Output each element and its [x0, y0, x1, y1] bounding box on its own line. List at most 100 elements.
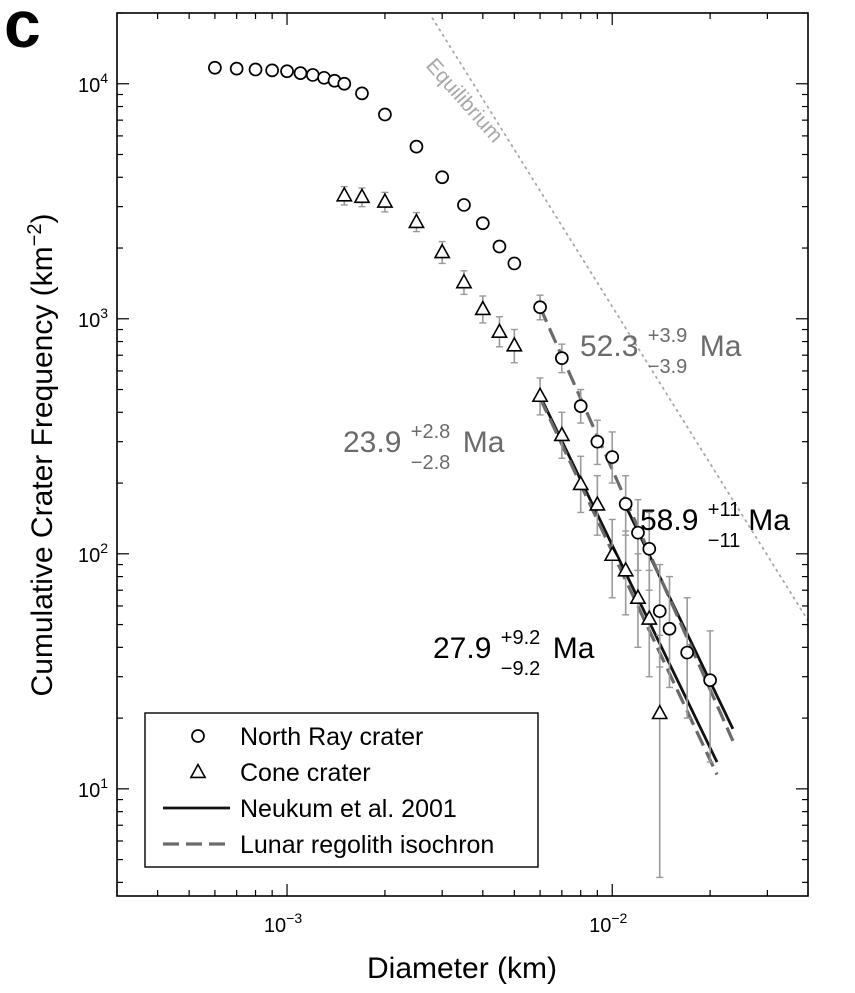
age-value: 23.9	[343, 426, 401, 459]
y-tick-label: 103	[78, 305, 108, 332]
cone-crater-point	[629, 588, 647, 604]
y-tick-label-base: 10	[78, 75, 100, 97]
cone-crater-point	[433, 243, 451, 259]
north-ray-point	[265, 63, 280, 78]
y-tick-label: 102	[78, 540, 108, 567]
age-label-north-ray-neukum: 58.9 +11 −11 Ma	[640, 499, 790, 552]
north-ray-point	[337, 76, 352, 91]
y-tick-label-exponent: 3	[100, 305, 108, 321]
cone-crater-point	[603, 545, 621, 562]
plot-frame	[116, 12, 809, 897]
x-tick-label: 10−3	[264, 910, 302, 937]
north-ray-point	[378, 107, 392, 122]
north-ray-point	[631, 525, 645, 540]
y-tick-label-exponent: 4	[100, 70, 108, 86]
cone-crater-point	[531, 386, 549, 403]
y-axis-label-close: )	[26, 214, 59, 224]
cone-crater-point	[353, 187, 371, 204]
age-lower-error: −2.8	[411, 452, 450, 474]
x-tick-label-base: 10	[264, 915, 286, 937]
north-ray-point	[492, 239, 507, 254]
age-unit: Ma	[463, 426, 505, 459]
age-upper-error: +3.9	[648, 325, 687, 347]
north-ray-point	[475, 216, 490, 231]
age-value: 27.9	[433, 632, 491, 665]
north-ray-point	[703, 673, 717, 688]
y-axis-label-text: Cumulative Crater Frequency (km	[26, 246, 59, 696]
north-ray-point	[457, 198, 471, 212]
north-ray-point	[590, 434, 605, 449]
cone-crater-point	[588, 495, 606, 511]
age-unit: Ma	[553, 632, 595, 665]
north-ray-point	[573, 399, 588, 413]
north-ray-point	[618, 497, 633, 511]
north-ray-point	[507, 256, 522, 271]
cone-crater-point	[490, 322, 508, 339]
isochron-fit-line	[538, 306, 735, 742]
y-axis-label: Cumulative Crater Frequency (km−2)	[24, 214, 59, 697]
x-tick-label-exponent: −2	[611, 910, 627, 926]
north-ray-point	[280, 64, 294, 79]
cone-crater-point	[407, 212, 425, 229]
age-lower-error: −11	[708, 530, 740, 552]
cone-crater-point	[376, 192, 394, 208]
y-tick-label-exponent: 2	[100, 540, 108, 556]
age-label-north-ray-isochron: 52.3 +3.9 −3.9 Ma	[580, 325, 742, 378]
north-ray-point	[605, 450, 620, 464]
age-upper-error: +11	[708, 499, 740, 521]
x-tick-label-base: 10	[589, 915, 611, 937]
legend: North Ray crater Cone crater Neukum et al.…	[144, 712, 539, 868]
cone-crater-point	[455, 273, 473, 289]
y-tick-label-base: 10	[78, 780, 100, 802]
y-tick-label: 104	[78, 70, 108, 97]
cone-crater-point	[335, 186, 353, 202]
age-lower-error: −3.9	[648, 356, 687, 378]
north-ray-point	[435, 170, 450, 185]
panel-label: c	[4, 0, 41, 61]
age-unit: Ma	[748, 504, 790, 537]
y-tick-label-base: 10	[78, 310, 100, 332]
x-tick-label: 10−2	[589, 910, 627, 937]
age-upper-error: +9.2	[501, 627, 540, 649]
north-ray-point	[642, 541, 657, 556]
cone-crater-point	[617, 561, 635, 577]
north-ray-point	[533, 300, 547, 315]
legend-label: Lunar regolith isochron	[240, 831, 494, 859]
north-ray-point	[652, 604, 667, 619]
age-value: 58.9	[640, 504, 698, 537]
north-ray-point	[229, 61, 244, 76]
legend-label: North Ray crater	[240, 723, 423, 751]
age-upper-error: +2.8	[411, 421, 450, 443]
y-tick-label: 101	[78, 775, 108, 802]
x-axis-label: Diameter (km)	[367, 952, 557, 985]
x-tick-label-exponent: −3	[286, 910, 302, 926]
legend-triangle-symbol	[189, 762, 207, 779]
age-value: 52.3	[580, 330, 638, 363]
cone-crater-point	[474, 299, 492, 316]
legend-box	[144, 712, 539, 868]
y-tick-label-base: 10	[78, 545, 100, 567]
legend-circle-symbol	[191, 729, 205, 743]
north-ray-point	[208, 60, 222, 75]
north-ray-point	[355, 86, 369, 101]
north-ray-point	[554, 351, 569, 365]
y-axis-label-exponent: −2	[24, 224, 46, 247]
age-unit: Ma	[700, 330, 742, 363]
north-ray-point	[680, 645, 695, 660]
age-label-cone-isochron: 23.9 +2.8 −2.8 Ma	[343, 421, 505, 474]
north-ray-point	[409, 139, 424, 154]
age-label-cone-neukum: 27.9 +9.2 −9.2 Ma	[433, 627, 595, 680]
equilibrium-line	[431, 17, 808, 622]
legend-label: Neukum et al. 2001	[240, 795, 457, 823]
cone-crater-point	[640, 609, 658, 625]
legend-label: Cone crater	[240, 759, 371, 787]
north-ray-point	[662, 621, 677, 636]
north-ray-point	[305, 68, 320, 82]
cone-crater-point	[651, 703, 669, 720]
north-ray-point	[293, 66, 308, 80]
cone-crater-point	[505, 336, 523, 352]
y-tick-label-exponent: 1	[100, 775, 108, 791]
north-ray-point	[248, 62, 263, 77]
cone-crater-point	[553, 425, 571, 442]
